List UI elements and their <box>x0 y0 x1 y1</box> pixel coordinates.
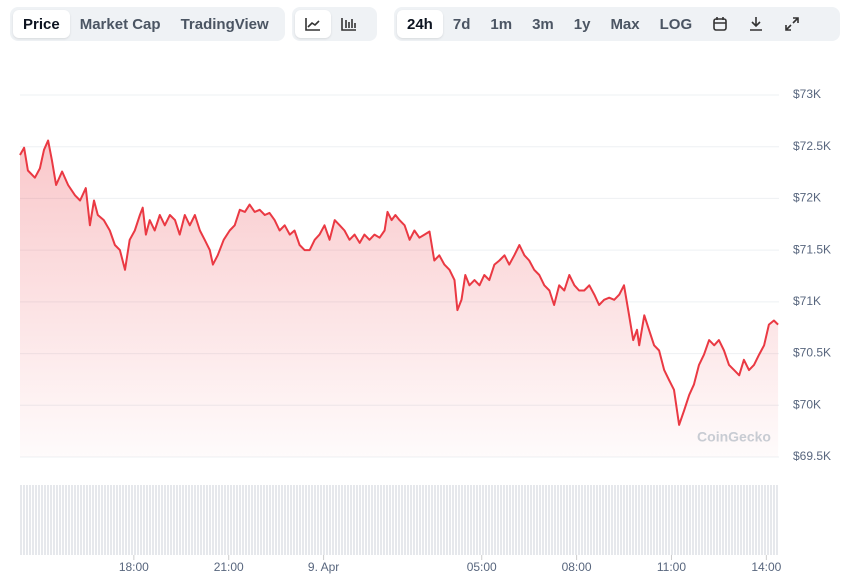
tab-button[interactable]: 7d <box>452 15 471 33</box>
icon <box>713 17 727 31</box>
y-tick-label: $71K <box>793 294 821 308</box>
fullscreen-button[interactable] <box>774 10 810 38</box>
chart-type-tabs <box>292 7 377 41</box>
y-tick-label: $72K <box>793 191 821 205</box>
x-tick-label: 14:00 <box>751 560 781 574</box>
watermark: CoinGecko <box>697 429 771 445</box>
tab-button[interactable]: 1y <box>573 15 591 33</box>
x-tick-label: 18:00 <box>119 560 149 574</box>
y-tick-label: $69.5K <box>793 449 831 463</box>
tab-button[interactable]: Market Cap <box>79 15 161 33</box>
y-tick-label: $72.5K <box>793 139 831 153</box>
download-button[interactable] <box>738 10 774 38</box>
tab-button[interactable]: 3m <box>532 15 554 33</box>
y-tick-label: $71.5K <box>793 242 831 256</box>
x-tick-label: 08:00 <box>562 560 592 574</box>
range-tabs: 24h 7d 1m 3m 1y Max LOG <box>394 7 840 41</box>
tab-button[interactable]: 24h <box>397 10 443 38</box>
tab-button[interactable]: Price <box>13 10 70 38</box>
price-line <box>19 139 779 426</box>
candle-chart-button[interactable] <box>331 10 367 38</box>
icon <box>785 17 799 31</box>
tab-button[interactable]: 1m <box>490 15 513 33</box>
icon <box>750 17 763 31</box>
tab-button[interactable]: TradingView <box>180 15 269 33</box>
y-tick-label: $73K <box>793 87 821 101</box>
x-tick-label: 9. Apr <box>308 560 339 574</box>
y-tick-label: $70K <box>793 397 821 411</box>
x-tick-label: 21:00 <box>214 560 244 574</box>
price-area <box>20 140 779 457</box>
candle-icon <box>341 18 356 31</box>
calendar-button[interactable] <box>702 10 738 38</box>
line-chart-button[interactable] <box>295 10 331 38</box>
view-tabs: Price Market Cap TradingView <box>10 7 285 41</box>
tab-button[interactable]: LOG <box>659 15 693 33</box>
x-tick-label: 05:00 <box>467 560 497 574</box>
line-icon <box>305 18 320 31</box>
x-tick-label: 11:00 <box>657 560 686 574</box>
tab-button[interactable]: Max <box>610 15 640 33</box>
volume-bars <box>20 485 779 555</box>
y-tick-label: $70.5K <box>793 346 831 360</box>
